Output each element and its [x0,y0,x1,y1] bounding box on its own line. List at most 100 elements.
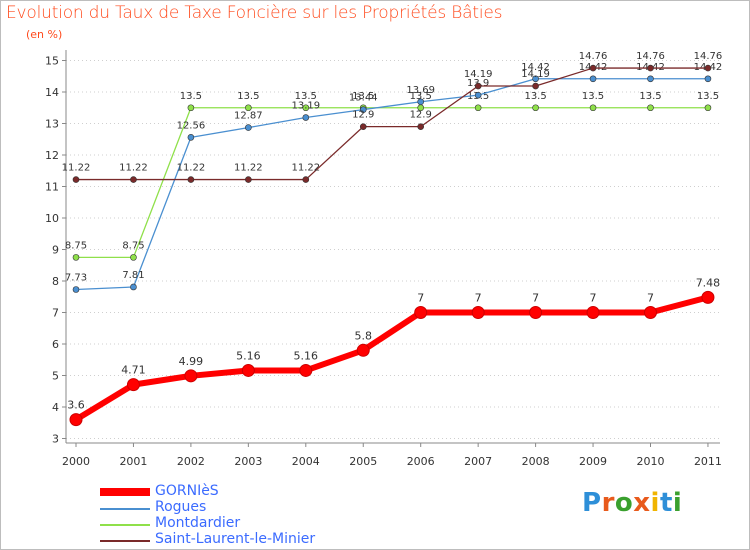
data-label: 14.19 [521,69,550,80]
x-tick-label: 2002 [177,455,205,468]
data-point [130,176,137,183]
y-tick-label: 13 [45,118,59,131]
data-label: 12.9 [352,110,374,121]
data-point [474,91,482,99]
y-tick-label: 3 [52,433,59,446]
data-label: 5.16 [294,349,319,362]
data-label: 13.44 [349,93,378,104]
data-point [69,413,83,427]
data-label: 12.56 [177,120,206,131]
y-tick-label: 4 [52,401,59,414]
logo-letter: i [650,488,660,518]
data-label: 14.76 [579,51,608,62]
y-tick-label: 5 [52,370,59,383]
legend-label: Rogues [155,499,207,515]
logo-letter: P [582,488,602,518]
x-tick-label: 2010 [637,455,665,468]
series-line-1 [75,78,708,291]
legend-swatch [100,524,150,526]
data-label: 7 [590,292,597,305]
data-label: 12.87 [234,111,263,122]
data-point [187,134,195,141]
data-point [474,104,482,112]
y-tick-label: 10 [45,212,59,225]
data-point [704,64,712,72]
data-point [589,64,597,72]
data-point [245,176,252,183]
data-label: 13.5 [524,91,546,102]
series-line-2 [76,107,708,259]
data-label: 3.6 [67,399,85,412]
data-point [302,176,310,183]
data-label: 7 [532,292,539,305]
data-point [474,82,482,90]
data-label: 13.5 [180,91,202,102]
chart-title: Evolution du Taux de Taxe Foncière sur l… [6,3,503,23]
logo-letter: o [614,488,634,518]
data-point [245,104,252,112]
series-line-3 [76,67,708,181]
x-tick-label: 2008 [522,455,550,468]
data-point [589,75,597,83]
data-label: 7 [475,292,482,305]
x-tick-label: 2007 [464,455,492,468]
logo-letter: x [633,488,651,518]
y-tick-label: 15 [45,55,59,68]
y-tick-label: 14 [45,86,59,99]
data-label: 11.22 [119,163,148,174]
data-point [184,369,198,383]
data-label: 14.76 [636,51,665,62]
data-point [414,306,428,319]
x-tick-label: 2004 [292,455,320,468]
data-label: 13.5 [295,91,317,102]
legend-label: GORNIèS [155,483,219,499]
data-point [589,104,597,112]
x-tick-label: 2000 [62,455,90,468]
y-tick-label: 12 [45,149,59,162]
data-label: 7.48 [696,276,721,289]
data-label: 13.5 [352,91,374,102]
x-tick-label: 2009 [579,455,607,468]
data-point [704,75,712,83]
data-point [241,363,255,377]
data-point [644,306,657,319]
x-tick-label: 2011 [694,455,722,468]
data-label: 13.5 [237,91,259,102]
data-point [72,176,80,183]
data-point [704,104,712,112]
data-label: 5.16 [236,349,261,362]
data-point [187,176,195,183]
data-point [417,98,425,106]
x-tick-label: 2003 [234,455,262,468]
data-point [302,104,310,112]
logo-letter: i [672,488,683,518]
data-point [417,123,425,130]
data-point [359,123,367,130]
data-label: 13.69 [406,85,435,96]
y-tick-label: 11 [45,181,59,194]
data-point [647,64,654,72]
data-point [126,378,140,392]
data-label: 7.81 [122,270,144,281]
data-label: 13.5 [697,91,719,102]
data-point [647,104,654,112]
legend-swatch [100,508,150,510]
data-label: 7.73 [65,273,87,284]
legend-label: Montdardier [155,515,241,531]
data-label: 13.5 [639,91,661,102]
x-tick-label: 2006 [407,455,435,468]
data-label: 7 [647,292,654,305]
y-tick-label: 8 [52,275,59,288]
x-tick-label: 2005 [349,455,377,468]
y-tick-label: 7 [52,307,59,320]
data-label: 11.22 [291,163,320,174]
series-line-0 [74,294,709,423]
data-point [586,306,600,319]
data-point [187,104,195,112]
data-point [299,363,313,377]
data-point [701,290,715,304]
data-label: 14.19 [464,69,493,80]
data-label: 8.75 [65,240,87,251]
y-axis-unit-label: (en %) [26,28,63,41]
